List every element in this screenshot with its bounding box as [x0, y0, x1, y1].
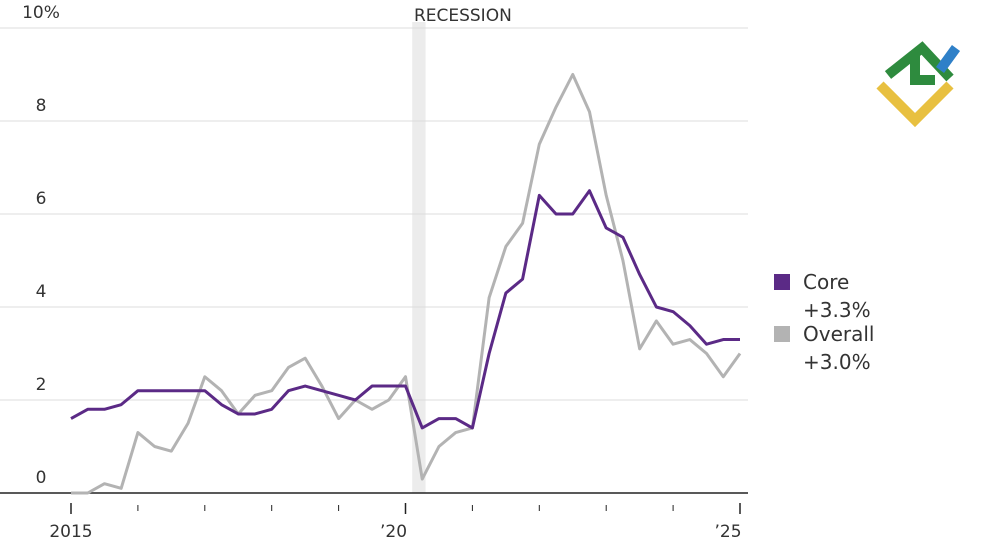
x-tick-label: ’20 [380, 522, 407, 542]
legend-swatch [774, 326, 790, 342]
legend-label: Overall +3.0% [803, 322, 875, 374]
y-tick-label: 0 [36, 468, 47, 488]
y-tick-label: 2 [36, 375, 47, 395]
legend-label: Core +3.3% [803, 270, 871, 322]
recession-label: RECESSION [414, 6, 512, 26]
y-tick-label: 6 [36, 189, 47, 209]
legend-swatch [774, 274, 790, 290]
y-tick-label: 10% [22, 3, 60, 23]
x-tick-label: 2015 [49, 522, 92, 542]
y-tick-label: 4 [36, 282, 47, 302]
legend-item: Overall +3.0% [774, 320, 913, 376]
legend-item: Core +3.3% [774, 268, 913, 324]
series-line [70, 189, 740, 430]
y-tick-label: 8 [36, 96, 47, 116]
series-line [71, 73, 742, 495]
x-tick-label: ’25 [714, 522, 741, 542]
logo [876, 41, 961, 128]
recession-band [412, 22, 426, 493]
